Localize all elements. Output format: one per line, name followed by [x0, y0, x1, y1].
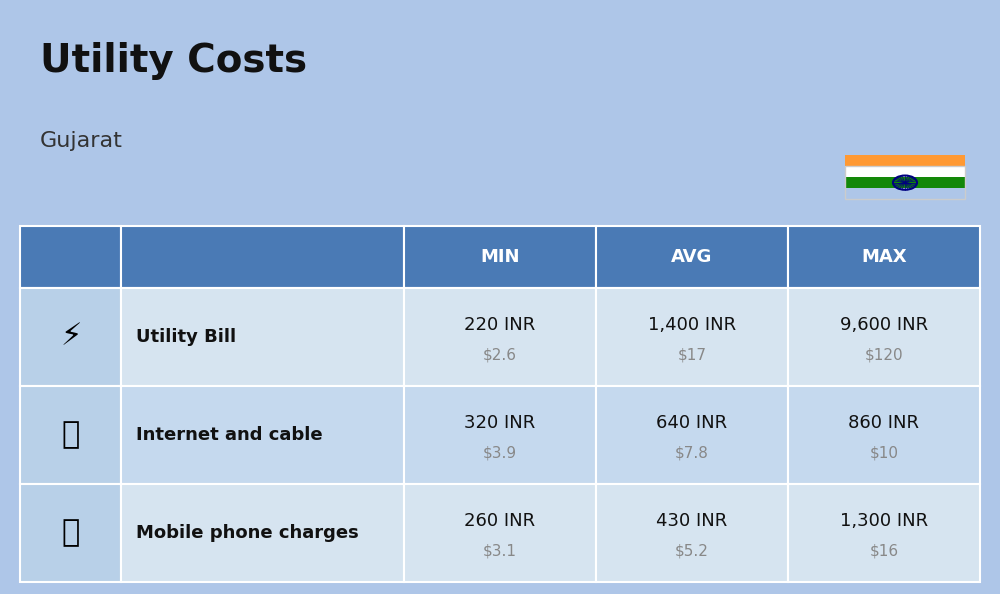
Text: 860 INR: 860 INR — [848, 415, 919, 432]
Text: 9,600 INR: 9,600 INR — [840, 317, 928, 334]
Text: 220 INR: 220 INR — [464, 317, 536, 334]
Text: Utility Bill: Utility Bill — [136, 328, 236, 346]
Text: 640 INR: 640 INR — [656, 415, 728, 432]
Text: AVG: AVG — [671, 248, 713, 266]
FancyBboxPatch shape — [845, 156, 965, 166]
Text: 260 INR: 260 INR — [464, 513, 536, 530]
Text: MAX: MAX — [861, 248, 907, 266]
Text: Mobile phone charges: Mobile phone charges — [136, 524, 359, 542]
FancyBboxPatch shape — [845, 166, 965, 177]
Text: $7.8: $7.8 — [675, 446, 709, 460]
Text: $3.1: $3.1 — [483, 544, 517, 558]
Text: ⚡: ⚡ — [60, 323, 81, 352]
Text: $10: $10 — [869, 446, 898, 460]
Text: Gujarat: Gujarat — [40, 131, 123, 151]
Text: 📱: 📱 — [62, 519, 80, 548]
Text: 📶: 📶 — [62, 421, 80, 450]
Text: Internet and cable: Internet and cable — [136, 426, 323, 444]
Text: 320 INR: 320 INR — [464, 415, 536, 432]
Text: $3.9: $3.9 — [483, 446, 517, 460]
Text: $2.6: $2.6 — [483, 347, 517, 362]
Text: MIN: MIN — [480, 248, 520, 266]
Text: $5.2: $5.2 — [675, 544, 709, 558]
Text: Utility Costs: Utility Costs — [40, 42, 307, 80]
Text: 430 INR: 430 INR — [656, 513, 728, 530]
FancyBboxPatch shape — [845, 177, 965, 188]
Text: $17: $17 — [678, 347, 706, 362]
Text: $120: $120 — [865, 347, 903, 362]
Text: 1,300 INR: 1,300 INR — [840, 513, 928, 530]
Text: 1,400 INR: 1,400 INR — [648, 317, 736, 334]
Text: $16: $16 — [869, 544, 899, 558]
